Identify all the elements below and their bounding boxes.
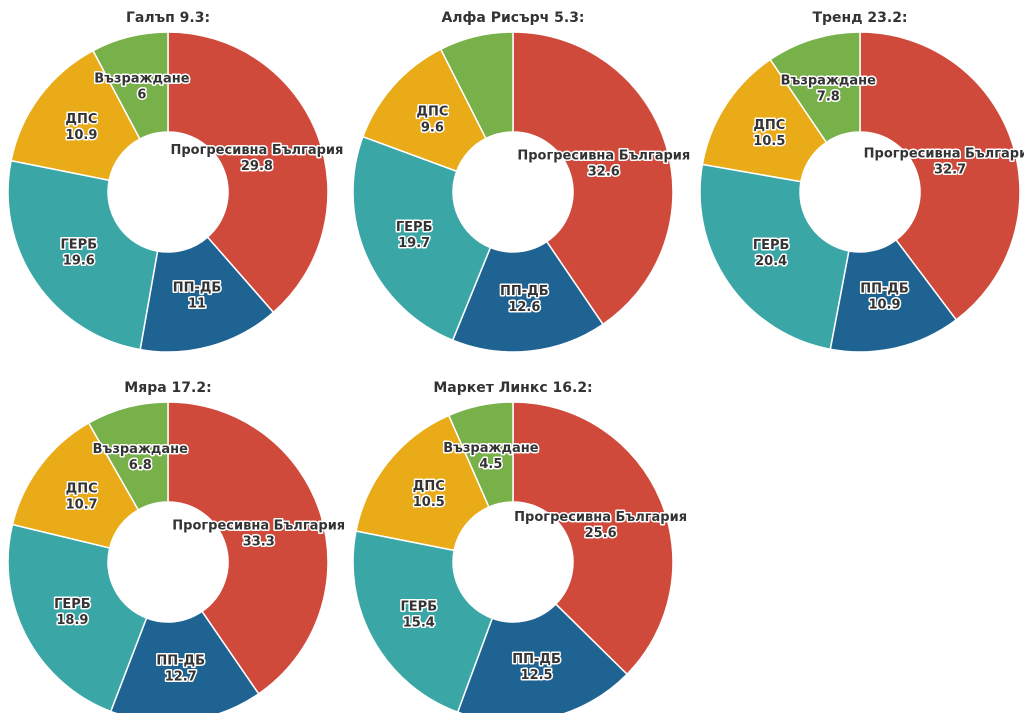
slice-value: 10.9: [868, 298, 900, 313]
slice-label: ГЕРБ: [753, 238, 790, 253]
donut-slice: [512, 31, 674, 326]
slice-value: 25.6: [585, 526, 617, 541]
slice-value: 10.9: [65, 128, 97, 143]
slice-label: ГЕРБ: [401, 599, 438, 614]
slice-value: 6.8: [129, 458, 152, 473]
donut-slice: [7, 523, 148, 713]
donut-slice: [829, 238, 958, 353]
donut-slice: [139, 236, 275, 353]
donut-slice: [109, 610, 260, 713]
slice-value: 12.6: [508, 300, 540, 315]
slice-label: ДПС: [416, 105, 448, 120]
donut-slice: [167, 31, 329, 314]
donut-slice: [447, 401, 514, 509]
slice-label: Възраждане: [781, 73, 876, 88]
slice-value: 33.3: [243, 534, 275, 549]
donut-slice: [10, 49, 141, 182]
donut-chart: Мяра 17.2:Прогресивна България33.3ПП-ДБ1…: [7, 380, 347, 713]
slice-label: Прогресивна България: [517, 149, 690, 164]
donut-slice: [352, 530, 494, 713]
donut-slice: [92, 31, 169, 141]
donut-slice: [701, 58, 828, 183]
donut-chart: Галъп 9.3:Прогресивна България29.8ПП-ДБ1…: [7, 10, 345, 353]
chart-title: Мяра 17.2:: [124, 380, 211, 396]
slice-label: Прогресивна България: [864, 146, 1024, 161]
donut-slice: [352, 135, 492, 342]
slice-label: Възраждане: [94, 72, 189, 87]
slice-label: ДПС: [753, 118, 785, 133]
chart-title: Маркет Линкс 16.2:: [433, 380, 592, 396]
slice-label: ПП-ДБ: [156, 654, 205, 669]
donut-slice: [769, 31, 861, 144]
slice-value: 12.5: [521, 668, 553, 683]
slice-value: 29.8: [241, 159, 273, 174]
slice-value: 7.8: [817, 89, 840, 104]
slice-value: 32.6: [588, 165, 620, 180]
donut-slice: [451, 240, 605, 353]
slice-value: 32.7: [934, 162, 966, 177]
donut-slice: [859, 31, 1021, 321]
slice-value: 6: [137, 88, 146, 103]
slice-label: ПП-ДБ: [512, 652, 561, 667]
slice-label: ПП-ДБ: [173, 281, 222, 296]
donut-slice: [11, 422, 140, 549]
slice-label: Прогресивна България: [514, 510, 687, 525]
slice-label: ГЕРБ: [396, 220, 433, 235]
slice-label: Прогресивна България: [170, 143, 343, 158]
donut-chart: Алфа Рисърч 5.3: Прогресивна България32.6…: [352, 10, 692, 353]
donut-slice: [87, 401, 169, 511]
donut-slice: [7, 159, 159, 351]
chart-title: Галъп 9.3:: [126, 10, 210, 26]
slice-value: 9.6: [421, 121, 444, 136]
donut-chart: Маркет Линкс 16.2: Прогресивна България25…: [352, 380, 689, 713]
donut-slice: [439, 31, 514, 140]
donut-slice: [456, 603, 629, 713]
slice-label: ДПС: [66, 482, 98, 497]
slice-value: 10.5: [753, 134, 785, 149]
slice-value: 11: [188, 297, 206, 312]
donut-slice: [361, 48, 487, 173]
slice-value: 19.6: [63, 253, 95, 268]
slice-label: ГЕРБ: [61, 237, 98, 252]
donut-slice: [699, 163, 850, 351]
slice-label: Възраждане: [93, 442, 188, 457]
donut-slice: [512, 401, 674, 676]
chart-title: Тренд 23.2:: [812, 10, 907, 26]
slice-label: ДПС: [65, 112, 97, 127]
slice-value: 15.4: [403, 615, 435, 630]
slice-value: 19.7: [398, 236, 430, 251]
slice-label: ГЕРБ: [54, 597, 91, 612]
donut-slice: [355, 414, 490, 552]
slice-label: ПП-ДБ: [500, 284, 549, 299]
slice-label: Прогресивна България: [172, 518, 345, 533]
slice-value: 4.5: [479, 457, 502, 472]
slice-value: 10.7: [66, 498, 98, 513]
donut-slice: [167, 401, 329, 695]
slice-value: 10.5: [413, 495, 445, 510]
slice-label: ПП-ДБ: [860, 282, 909, 297]
chart-title: Алфа Рисърч 5.3:: [441, 10, 584, 26]
slice-value: 20.4: [755, 254, 787, 269]
slice-label: Възраждане: [443, 441, 538, 456]
slice-value: 12.7: [165, 670, 197, 685]
slice-value: 18.9: [56, 613, 88, 628]
slice-label: ДПС: [413, 479, 445, 494]
